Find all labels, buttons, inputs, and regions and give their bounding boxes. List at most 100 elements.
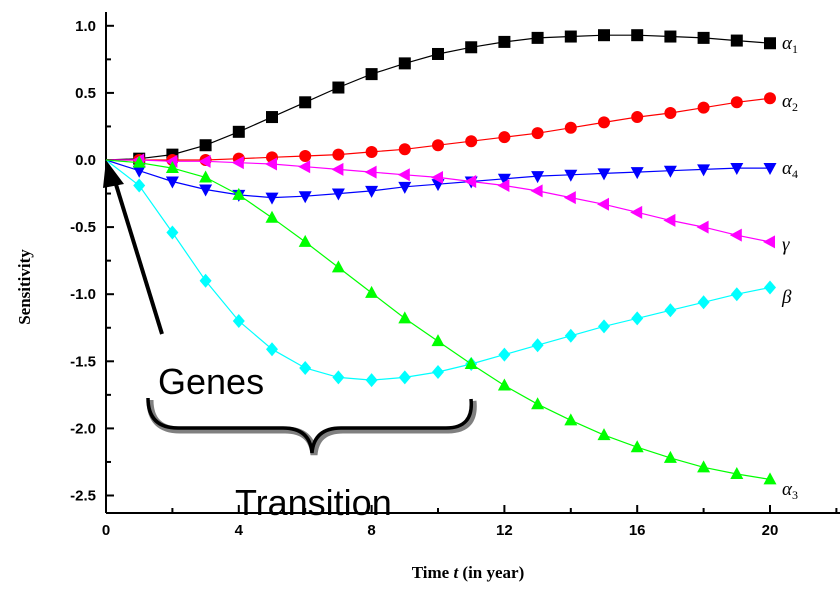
series-layer bbox=[105, 29, 777, 485]
data-point bbox=[265, 157, 277, 171]
x-tick-label: 0 bbox=[102, 522, 110, 539]
data-point bbox=[531, 31, 544, 44]
data-point bbox=[465, 41, 478, 54]
data-point bbox=[166, 225, 179, 240]
genes-arrow bbox=[103, 160, 164, 335]
data-point bbox=[697, 164, 711, 177]
data-point bbox=[664, 107, 677, 120]
data-point bbox=[730, 34, 743, 47]
series-4 bbox=[106, 153, 775, 249]
data-point bbox=[564, 30, 577, 43]
data-point bbox=[764, 280, 776, 295]
data-point bbox=[332, 148, 345, 161]
series-6 bbox=[105, 155, 777, 485]
series-label-main: β bbox=[781, 287, 792, 308]
x-tick-label: 8 bbox=[367, 522, 375, 539]
data-point bbox=[133, 178, 146, 193]
y-axis-title: Sensitivity bbox=[15, 249, 34, 325]
data-point bbox=[730, 163, 744, 176]
data-point bbox=[763, 235, 775, 249]
y-tick-label: -1.0 bbox=[70, 286, 96, 303]
data-point bbox=[432, 47, 444, 60]
data-point bbox=[664, 30, 677, 43]
data-point bbox=[199, 184, 213, 197]
data-point bbox=[331, 188, 345, 201]
series-label-main: α bbox=[782, 33, 793, 54]
data-point bbox=[365, 68, 378, 81]
data-point bbox=[231, 156, 244, 170]
data-point bbox=[763, 472, 777, 485]
data-point bbox=[464, 174, 477, 188]
data-point bbox=[165, 161, 179, 174]
data-point bbox=[132, 165, 146, 178]
genes-annotation: Genes bbox=[158, 361, 264, 402]
data-point bbox=[299, 96, 312, 109]
data-point bbox=[331, 260, 345, 273]
data-point bbox=[729, 228, 742, 242]
data-point bbox=[531, 338, 544, 353]
data-point bbox=[364, 165, 377, 179]
y-tick-label: -0.5 bbox=[70, 219, 96, 236]
series-3 bbox=[105, 159, 777, 205]
data-point bbox=[365, 145, 378, 158]
data-point bbox=[597, 197, 609, 211]
data-point bbox=[398, 57, 411, 70]
data-point bbox=[696, 220, 709, 234]
data-point bbox=[598, 29, 610, 42]
data-point bbox=[232, 187, 246, 200]
data-point bbox=[232, 125, 245, 138]
data-point bbox=[299, 361, 312, 376]
data-point bbox=[498, 35, 511, 48]
data-point bbox=[564, 121, 577, 134]
data-point bbox=[132, 155, 146, 168]
y-tick-label: -1.5 bbox=[70, 353, 96, 370]
data-point bbox=[431, 170, 443, 184]
data-point bbox=[764, 92, 776, 105]
data-point bbox=[531, 127, 544, 140]
data-point bbox=[497, 178, 510, 192]
series-label: α4 bbox=[782, 158, 798, 181]
data-point bbox=[298, 234, 312, 247]
data-point bbox=[398, 181, 412, 194]
x-axis-title-rest: (in year) bbox=[458, 563, 524, 582]
data-point bbox=[697, 460, 711, 473]
data-point bbox=[165, 176, 179, 189]
data-point bbox=[398, 370, 411, 385]
data-point bbox=[630, 440, 644, 453]
data-point bbox=[564, 328, 577, 343]
x-axis-title-main: Time bbox=[412, 563, 454, 582]
data-point bbox=[597, 428, 611, 441]
data-point bbox=[730, 96, 743, 109]
series-label: α3 bbox=[782, 479, 798, 502]
tick-marks bbox=[105, 24, 838, 513]
data-point bbox=[663, 165, 677, 178]
x-tick-label: 12 bbox=[496, 522, 513, 539]
data-point bbox=[432, 139, 444, 152]
data-point bbox=[598, 319, 610, 334]
data-point bbox=[663, 450, 677, 463]
data-point bbox=[498, 131, 511, 144]
data-point bbox=[597, 168, 611, 181]
series-2 bbox=[106, 92, 776, 166]
series-label-main: α bbox=[782, 158, 793, 179]
axes bbox=[105, 12, 840, 514]
data-point bbox=[697, 101, 710, 114]
data-point bbox=[199, 170, 213, 183]
data-point bbox=[431, 334, 445, 347]
x-tick-label: 20 bbox=[762, 522, 779, 539]
data-point bbox=[531, 397, 545, 410]
y-tick-label: -2.5 bbox=[70, 488, 96, 505]
data-point bbox=[697, 31, 710, 44]
data-point bbox=[564, 413, 578, 426]
data-point bbox=[365, 285, 379, 298]
data-point bbox=[332, 370, 345, 385]
y-tick-label: 1.0 bbox=[75, 18, 96, 35]
x-tick-label: 4 bbox=[235, 522, 244, 539]
series-label: α2 bbox=[782, 91, 798, 114]
data-point bbox=[266, 111, 278, 124]
data-point bbox=[630, 167, 644, 180]
data-point bbox=[498, 347, 511, 362]
data-point bbox=[631, 311, 644, 326]
series-label-sub: 3 bbox=[792, 488, 798, 502]
